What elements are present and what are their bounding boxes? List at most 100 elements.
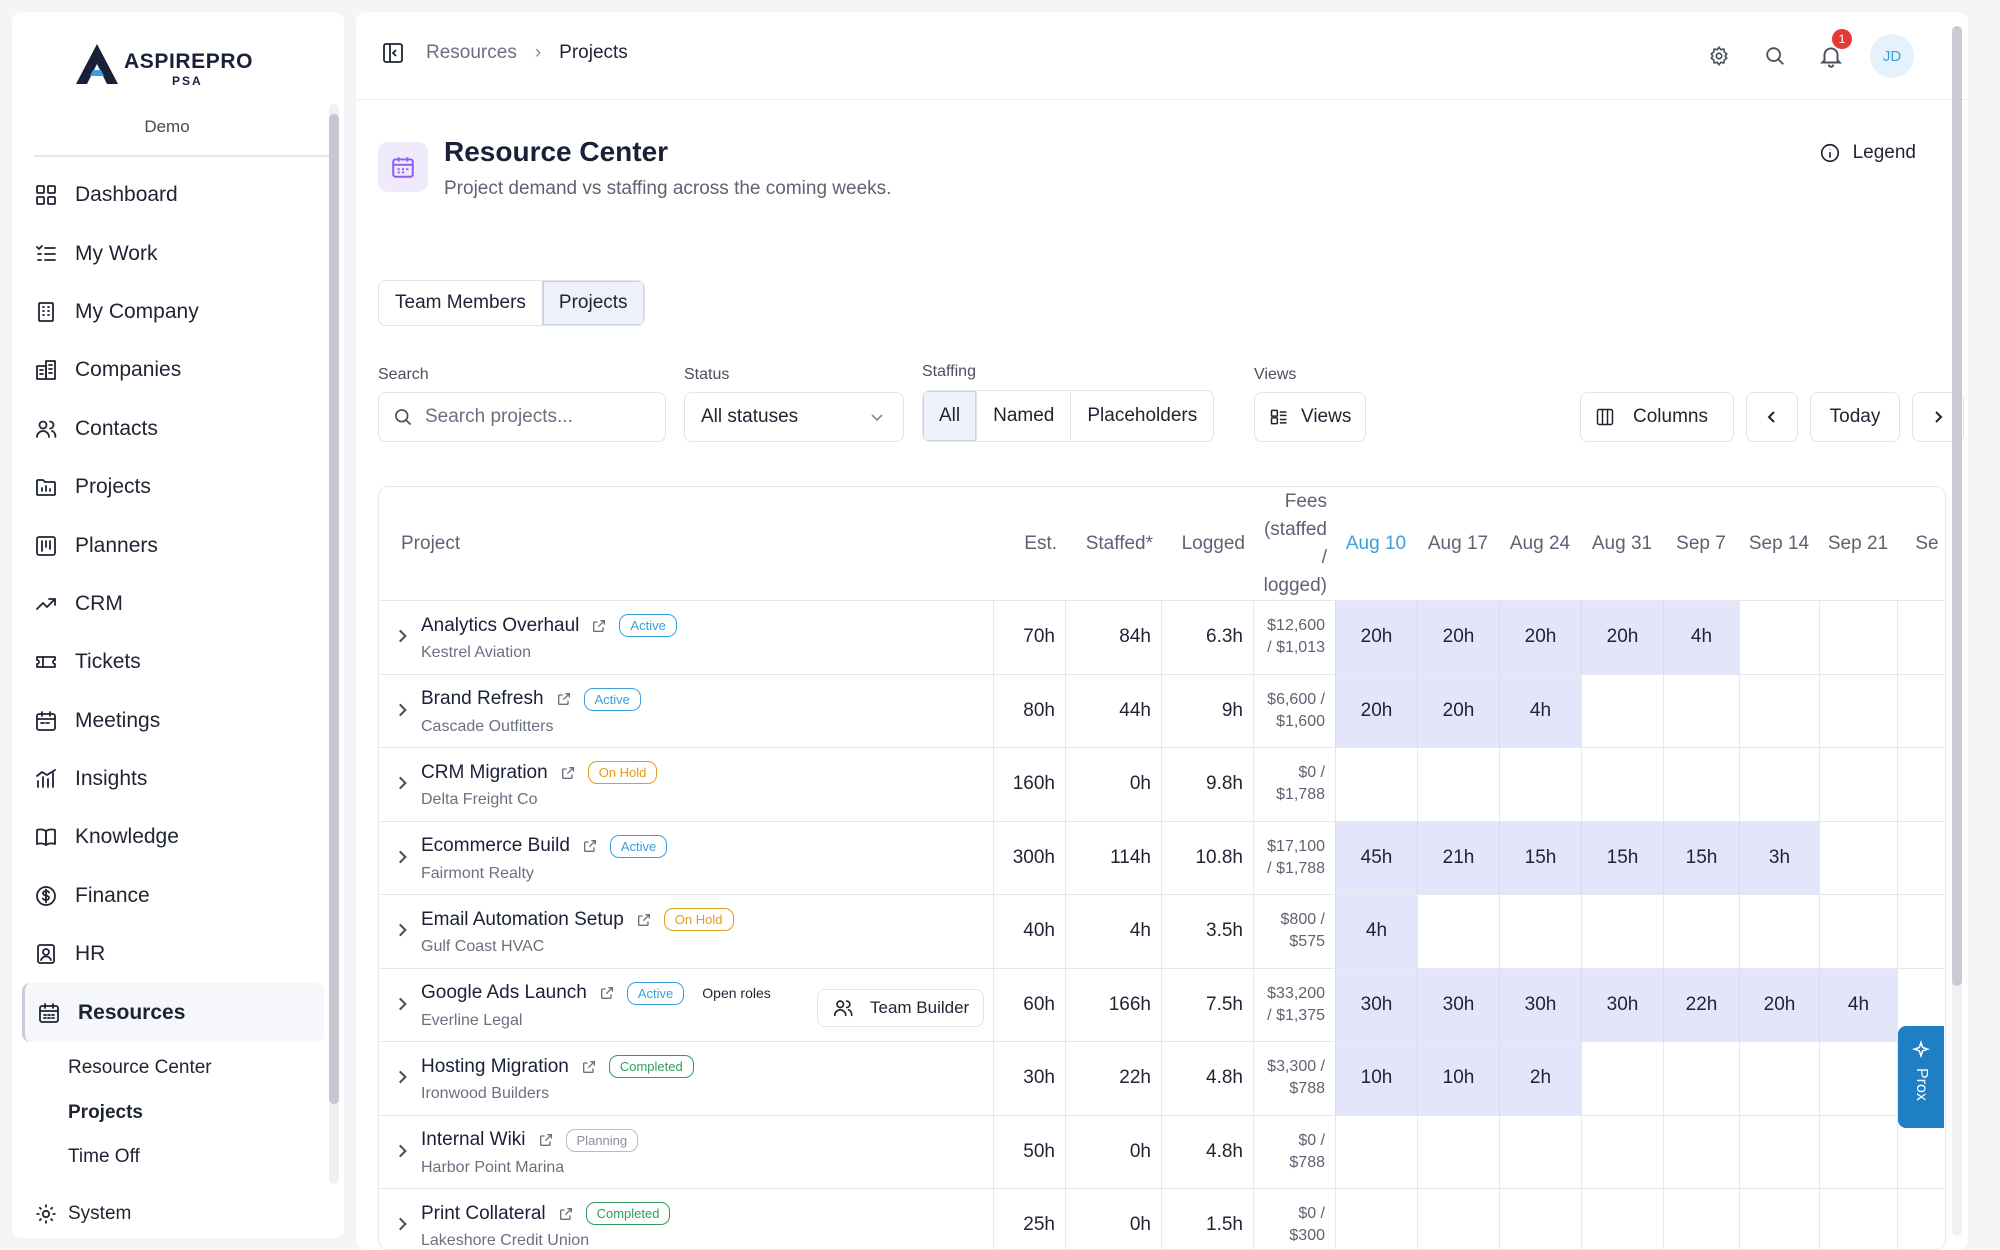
- sidebar-item-contacts[interactable]: Contacts: [22, 400, 324, 458]
- external-link-icon[interactable]: [591, 618, 607, 634]
- views-button[interactable]: Views: [1254, 392, 1367, 442]
- table-row[interactable]: CRM Migration On Hold Delta Freight Co 160h…: [379, 748, 1945, 822]
- sidebar-item-insights[interactable]: Insights: [22, 750, 324, 808]
- week-cell[interactable]: 4h: [1499, 674, 1581, 747]
- week-cell[interactable]: [1819, 1189, 1897, 1249]
- sidebar-item-crm[interactable]: CRM: [22, 575, 324, 633]
- week-cell[interactable]: 20h: [1335, 674, 1417, 747]
- external-link-icon[interactable]: [556, 691, 572, 707]
- sidebar-item-tickets[interactable]: Tickets: [22, 633, 324, 691]
- week-cell[interactable]: [1663, 674, 1739, 747]
- bell-icon[interactable]: 1: [1810, 29, 1852, 77]
- week-cell[interactable]: [1663, 1115, 1739, 1188]
- week-cell[interactable]: 3h: [1739, 821, 1819, 894]
- sub-item-projects[interactable]: Projects: [68, 1101, 143, 1123]
- chevron-right-icon[interactable]: [393, 1142, 411, 1160]
- week-cell[interactable]: [1417, 895, 1499, 968]
- sidebar-item-hr[interactable]: HR: [22, 925, 324, 983]
- week-cell[interactable]: 30h: [1499, 968, 1581, 1041]
- week-cell[interactable]: [1897, 1115, 1945, 1188]
- week-cell[interactable]: [1417, 1115, 1499, 1188]
- table-row[interactable]: Brand Refresh Active Cascade Outfitters 80h…: [379, 674, 1945, 748]
- project-name[interactable]: CRM Migration: [421, 761, 548, 783]
- table-row[interactable]: Print Collateral Completed Lakeshore Credi…: [379, 1189, 1945, 1249]
- project-name[interactable]: Hosting Migration: [421, 1055, 569, 1077]
- week-cell[interactable]: [1581, 895, 1663, 968]
- main-scrollbar[interactable]: [1952, 26, 1962, 1236]
- week-cell[interactable]: 45h: [1335, 821, 1417, 894]
- week-cell[interactable]: 4h: [1819, 968, 1897, 1041]
- week-cell[interactable]: [1897, 895, 1945, 968]
- week-cell[interactable]: [1499, 1115, 1581, 1188]
- staffing-all[interactable]: All: [923, 391, 977, 441]
- week-cell[interactable]: [1581, 748, 1663, 821]
- breadcrumb-resources[interactable]: Resources: [426, 42, 517, 63]
- system-menu[interactable]: System: [34, 1202, 131, 1226]
- week-cell[interactable]: [1739, 748, 1819, 821]
- week-cell[interactable]: 20h: [1739, 968, 1819, 1041]
- staffing-placeholders[interactable]: Placeholders: [1070, 391, 1213, 441]
- table-row[interactable]: Ecommerce Build Active Fairmont Realty 300h…: [379, 821, 1945, 895]
- main-scroll-thumb[interactable]: [1952, 26, 1962, 986]
- chevron-right-icon[interactable]: [393, 921, 411, 939]
- settings-icon[interactable]: [1698, 35, 1740, 77]
- week-cell[interactable]: 15h: [1499, 821, 1581, 894]
- today-button[interactable]: Today: [1810, 392, 1900, 442]
- week-cell[interactable]: [1335, 1115, 1417, 1188]
- project-name[interactable]: Email Automation Setup: [421, 908, 624, 930]
- external-link-icon[interactable]: [538, 1132, 554, 1148]
- week-cell[interactable]: [1663, 895, 1739, 968]
- external-link-icon[interactable]: [581, 1059, 597, 1075]
- week-cell[interactable]: 22h: [1663, 968, 1739, 1041]
- sidebar-item-meetings[interactable]: Meetings: [22, 692, 324, 750]
- external-link-icon[interactable]: [599, 985, 615, 1001]
- table-row[interactable]: Google Ads Launch Active Open roles Everlin…: [379, 968, 1945, 1042]
- sidebar-item-my-company[interactable]: My Company: [22, 283, 324, 341]
- search-input[interactable]: Search projects...: [378, 392, 666, 442]
- avatar[interactable]: JD: [1870, 34, 1914, 78]
- sidebar-item-projects[interactable]: Projects: [22, 458, 324, 516]
- chevron-right-icon[interactable]: [393, 1068, 411, 1086]
- week-cell[interactable]: [1897, 601, 1945, 674]
- sub-item-resource-center[interactable]: Resource Center: [68, 1057, 212, 1079]
- project-name[interactable]: Analytics Overhaul: [421, 614, 580, 636]
- week-cell[interactable]: [1499, 748, 1581, 821]
- week-cell[interactable]: [1499, 1189, 1581, 1249]
- chevron-right-icon[interactable]: [393, 995, 411, 1013]
- status-select[interactable]: All statuses: [684, 392, 904, 442]
- week-cell[interactable]: [1739, 895, 1819, 968]
- tab-team-members[interactable]: Team Members: [395, 292, 526, 313]
- search-icon[interactable]: [1754, 35, 1796, 77]
- project-name[interactable]: Internal Wiki: [421, 1129, 526, 1150]
- columns-button[interactable]: Columns: [1580, 392, 1734, 442]
- assistant-tab[interactable]: Prox: [1898, 1026, 1944, 1128]
- week-cell[interactable]: [1819, 1115, 1897, 1188]
- week-cell[interactable]: [1897, 821, 1945, 894]
- week-cell[interactable]: [1819, 1042, 1897, 1115]
- week-cell[interactable]: [1739, 1042, 1819, 1115]
- sidebar-item-planners[interactable]: Planners: [22, 516, 324, 574]
- project-name[interactable]: Google Ads Launch: [421, 982, 587, 1003]
- week-cell[interactable]: [1663, 1189, 1739, 1249]
- week-cell[interactable]: 20h: [1417, 601, 1499, 674]
- sidebar-scroll-thumb[interactable]: [329, 114, 339, 1104]
- week-cell[interactable]: [1417, 748, 1499, 821]
- week-cell[interactable]: 20h: [1581, 601, 1663, 674]
- week-cell[interactable]: [1581, 1042, 1663, 1115]
- sidebar-item-finance[interactable]: Finance: [22, 867, 324, 925]
- week-cell[interactable]: 30h: [1417, 968, 1499, 1041]
- sidebar-item-dashboard[interactable]: Dashboard: [22, 166, 324, 224]
- week-cell[interactable]: [1819, 601, 1897, 674]
- chevron-right-icon[interactable]: [393, 701, 411, 719]
- week-cell[interactable]: [1897, 1042, 1945, 1115]
- chevron-right-icon[interactable]: [393, 1215, 411, 1233]
- week-cell[interactable]: 15h: [1663, 821, 1739, 894]
- staffing-named[interactable]: Named: [976, 391, 1070, 441]
- table-row[interactable]: Internal Wiki Planning Harbor Point Marina…: [379, 1115, 1945, 1189]
- sidebar-item-companies[interactable]: Companies: [22, 341, 324, 399]
- chevron-right-icon[interactable]: [393, 627, 411, 645]
- week-cell[interactable]: [1739, 674, 1819, 747]
- sidebar-scrollbar[interactable]: [329, 104, 339, 1184]
- toggle-sidebar-icon[interactable]: [382, 42, 404, 64]
- week-cell[interactable]: [1739, 1189, 1819, 1249]
